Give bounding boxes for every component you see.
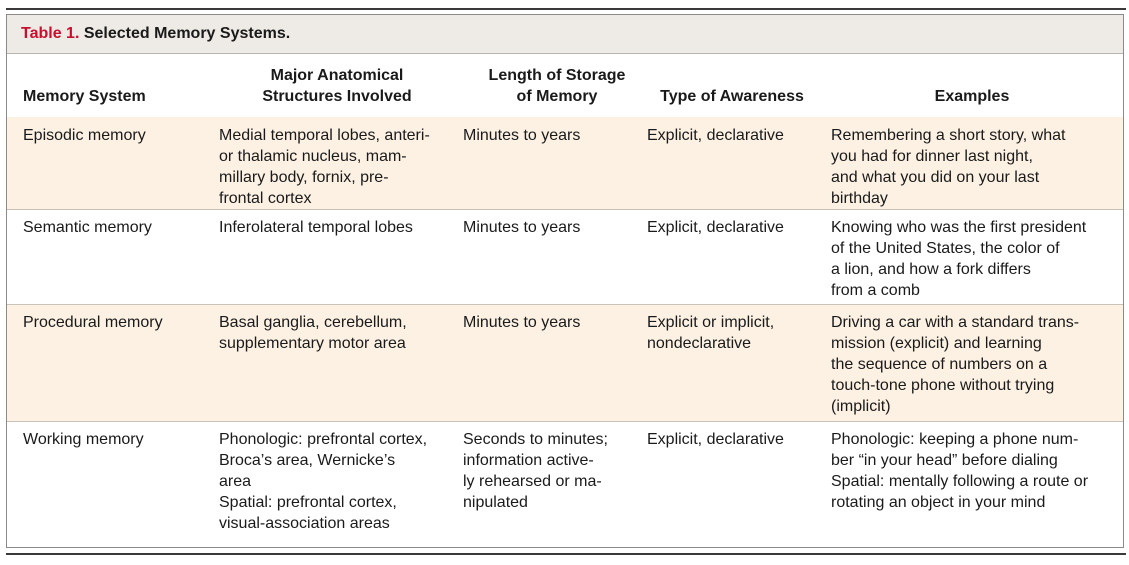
cell-storage: Minutes to years bbox=[463, 219, 581, 236]
cell-memory-system: Semantic memory bbox=[23, 219, 152, 236]
table-row: Working memory Phonologic: prefrontal co… bbox=[7, 422, 1123, 548]
top-rule bbox=[6, 8, 1126, 10]
header-storage: Length of Storage of Memory bbox=[488, 67, 626, 105]
cell-examples: Driving a car with a standard trans- mis… bbox=[831, 314, 1080, 415]
table-row: Episodic memory Medial temporal lobes, a… bbox=[7, 117, 1123, 209]
cell-structures: Inferolateral temporal lobes bbox=[219, 219, 413, 236]
row-divider bbox=[7, 209, 1123, 210]
cell-storage: Seconds to minutes; information active- … bbox=[463, 431, 608, 511]
examples-spatial: Spatial: mentally following a route or r… bbox=[831, 473, 1089, 511]
cell-memory-system: Working memory bbox=[23, 431, 144, 448]
cell-memory-system: Procedural memory bbox=[23, 314, 163, 331]
header-memory-system: Memory System bbox=[23, 88, 146, 105]
examples-phonologic: Phonologic: keeping a phone num- ber “in… bbox=[831, 431, 1079, 469]
row-divider bbox=[7, 304, 1123, 305]
cell-awareness: Explicit or implicit, nondeclarative bbox=[647, 314, 775, 352]
cell-examples: Knowing who was the first president of t… bbox=[831, 219, 1087, 299]
structures-phonologic: Phonologic: prefrontal cortex, Broca’s a… bbox=[219, 431, 428, 490]
header-examples: Examples bbox=[934, 88, 1010, 105]
table-row: Procedural memory Basal ganglia, cerebel… bbox=[7, 305, 1123, 421]
cell-awareness: Explicit, declarative bbox=[647, 219, 784, 236]
cell-examples: Phonologic: keeping a phone num- ber “in… bbox=[831, 429, 1121, 513]
header-structures: Major Anatomical Structures Involved bbox=[262, 67, 412, 105]
cell-storage: Minutes to years bbox=[463, 314, 581, 331]
cell-storage: Minutes to years bbox=[463, 127, 581, 144]
cell-memory-system: Episodic memory bbox=[23, 127, 146, 144]
table-row: Semantic memory Inferolateral temporal l… bbox=[7, 210, 1123, 304]
table-title: Selected Memory Systems. bbox=[83, 25, 291, 42]
table-caption-bar: Table 1. Selected Memory Systems. bbox=[7, 15, 1123, 54]
table-caption: Table 1. Selected Memory Systems. bbox=[21, 25, 290, 43]
cell-awareness: Explicit, declarative bbox=[647, 431, 784, 448]
cell-awareness: Explicit, declarative bbox=[647, 127, 784, 144]
bottom-rule bbox=[6, 553, 1126, 555]
cell-structures: Phonologic: prefrontal cortex, Broca’s a… bbox=[219, 429, 464, 534]
table-frame: Table 1. Selected Memory Systems. Memory… bbox=[6, 14, 1124, 548]
cell-examples: Remembering a short story, what you had … bbox=[831, 127, 1066, 207]
table-number: Table 1. bbox=[21, 25, 80, 42]
cell-structures: Medial temporal lobes, anteri- or thalam… bbox=[219, 127, 430, 207]
row-divider bbox=[7, 421, 1123, 422]
cell-structures: Basal ganglia, cerebellum, supplementary… bbox=[219, 314, 407, 352]
structures-spatial: Spatial: prefrontal cortex, visual-assoc… bbox=[219, 494, 397, 532]
header-awareness: Type of Awareness bbox=[660, 88, 804, 105]
